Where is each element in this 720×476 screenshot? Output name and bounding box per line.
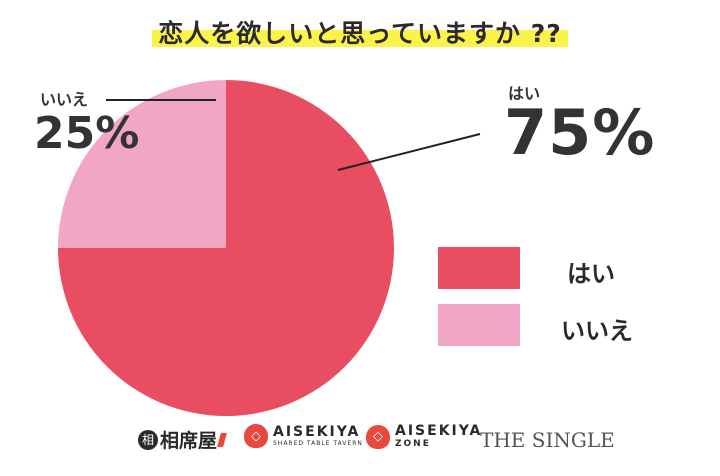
aisekiya-shield-icon: ◇ <box>366 424 390 449</box>
logo-aisekiya-zone-sub: ZONE <box>395 439 431 449</box>
logo-the-single-text: THE SINGLE <box>480 428 615 452</box>
logo-aisekiya-tavern-main: AISEKIYA <box>273 424 361 440</box>
slice-value-hai: 75% <box>504 96 656 169</box>
logo-aisekiya-tavern: ◇ AISEKIYA SHARED TABLE TAVERN <box>244 424 363 448</box>
logo-the-single: THE SINGLE <box>480 428 615 452</box>
legend-label-iie: いいえ <box>561 317 633 345</box>
footer-logos: 相 相席屋 ◇ AISEKIYA SHARED TABLE TAVERN ◇ A… <box>0 420 720 460</box>
slice-value-iie: 25% <box>34 108 140 159</box>
slice-label-iie: いいえ <box>40 90 89 109</box>
logo-accent-icon <box>217 432 227 447</box>
legend-swatch-iie <box>438 304 520 346</box>
title-wrap: 恋人を欲しいと思っていますか ?? <box>0 14 720 50</box>
logo-aisekiya-jp-text: 相席屋 <box>160 430 218 452</box>
aisekiya-mark-icon: 相 <box>138 429 158 450</box>
chart-title: 恋人を欲しいと思っていますか ?? <box>152 14 568 50</box>
legend-swatch-hai <box>438 247 520 289</box>
slice-label-hai: はい <box>508 84 541 103</box>
aisekiya-shield-icon: ◇ <box>244 424 268 448</box>
logo-aisekiya-zone-main: AISEKIYA <box>395 423 483 439</box>
logo-aisekiya-jp: 相 相席屋 <box>138 426 227 453</box>
pie-slice-iie <box>58 80 226 248</box>
legend-label-hai: はい <box>567 260 615 288</box>
logo-aisekiya-zone: ◇ AISEKIYA ZONE <box>366 424 482 449</box>
logo-aisekiya-tavern-sub: SHARED TABLE TAVERN <box>273 440 363 447</box>
leader-line-hai <box>337 133 481 171</box>
